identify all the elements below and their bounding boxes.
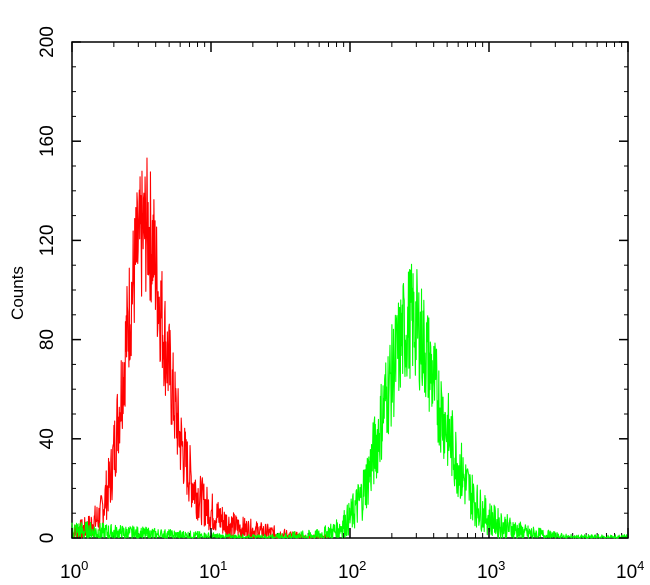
y-tick-label: 0 [37,533,58,544]
y-tick-label: 120 [37,225,58,257]
series-line-2 [71,263,629,539]
y-axis-title: Counts [8,266,27,320]
series-layer [71,157,629,539]
x-tick-label: 103 [477,558,505,583]
x-tick-label: 101 [199,558,227,583]
y-tick-label: 160 [37,125,58,157]
y-tick-label: 40 [37,428,58,449]
series-line-1 [71,157,329,539]
x-tick-label: 100 [60,558,88,583]
y-axis-ticks: 0 40 80 120 160 200 [37,26,628,543]
y-tick-label: 200 [37,26,58,58]
x-tick-label: 104 [616,558,644,583]
x-tick-label: 102 [338,558,366,583]
x-axis-ticks: 100 101 102 103 104 [60,42,644,583]
y-axis-minor-ticks [72,66,628,514]
y-tick-label: 80 [37,329,58,350]
